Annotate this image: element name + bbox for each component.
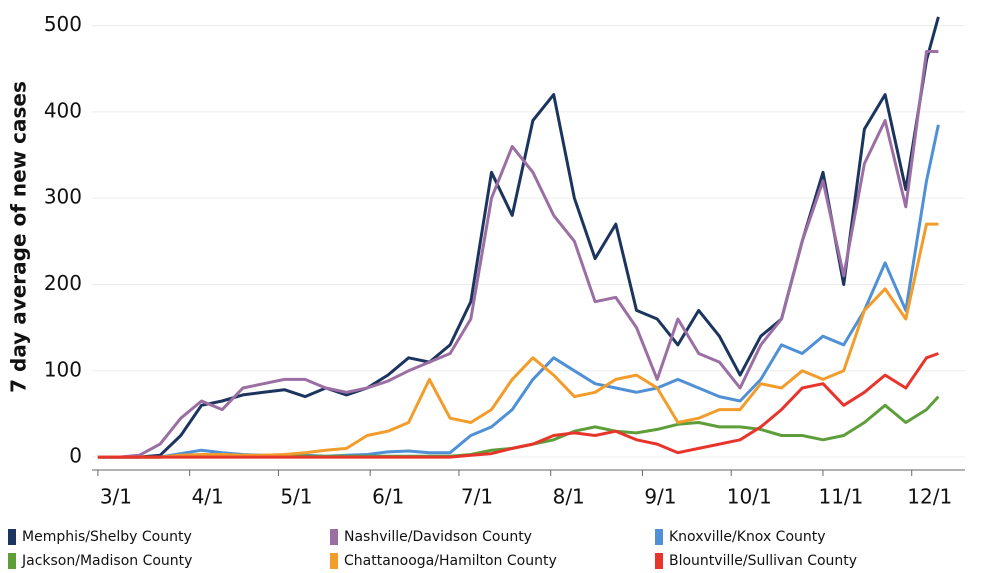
x-tick-label: 4/1 [192, 485, 224, 509]
x-tick-label: 10/1 [727, 485, 772, 509]
x-tick-label: 5/1 [280, 485, 312, 509]
series-line [97, 16, 940, 459]
legend-swatch [330, 553, 338, 569]
legend-label: Knoxville/Knox County [669, 529, 826, 545]
legend-swatch [330, 529, 338, 545]
x-tick-label: 11/1 [818, 485, 863, 509]
legend-label: Jackson/Madison County [21, 553, 192, 569]
x-tick-label: 8/1 [553, 485, 585, 509]
x-tick-label: 3/1 [100, 485, 132, 509]
legend-swatch [8, 553, 16, 569]
legend-swatch [8, 529, 16, 545]
legend-label: Memphis/Shelby County [22, 529, 192, 545]
y-tick-label: 0 [69, 444, 82, 468]
y-tick-label: 200 [44, 271, 82, 295]
y-tick-label: 100 [44, 357, 82, 381]
legend-swatch [655, 529, 663, 545]
legend-swatch [655, 553, 663, 569]
x-tick-label: 9/1 [644, 485, 676, 509]
y-axis-title: 7 day average of new cases [7, 81, 31, 393]
series-line [97, 352, 939, 459]
y-tick-label: 300 [44, 185, 82, 209]
series-line [97, 222, 939, 459]
legend-label: Blountville/Sullivan County [669, 553, 857, 569]
y-tick-label: 500 [44, 12, 82, 36]
x-tick-label: 7/1 [461, 485, 493, 509]
legend-label: Chattanooga/Hamilton County [344, 553, 557, 569]
x-tick-label: 12/1 [907, 485, 952, 509]
x-tick-label: 6/1 [372, 485, 404, 509]
legend-label: Nashville/Davidson County [344, 529, 532, 545]
series-line [97, 50, 939, 459]
y-tick-label: 400 [44, 98, 82, 122]
